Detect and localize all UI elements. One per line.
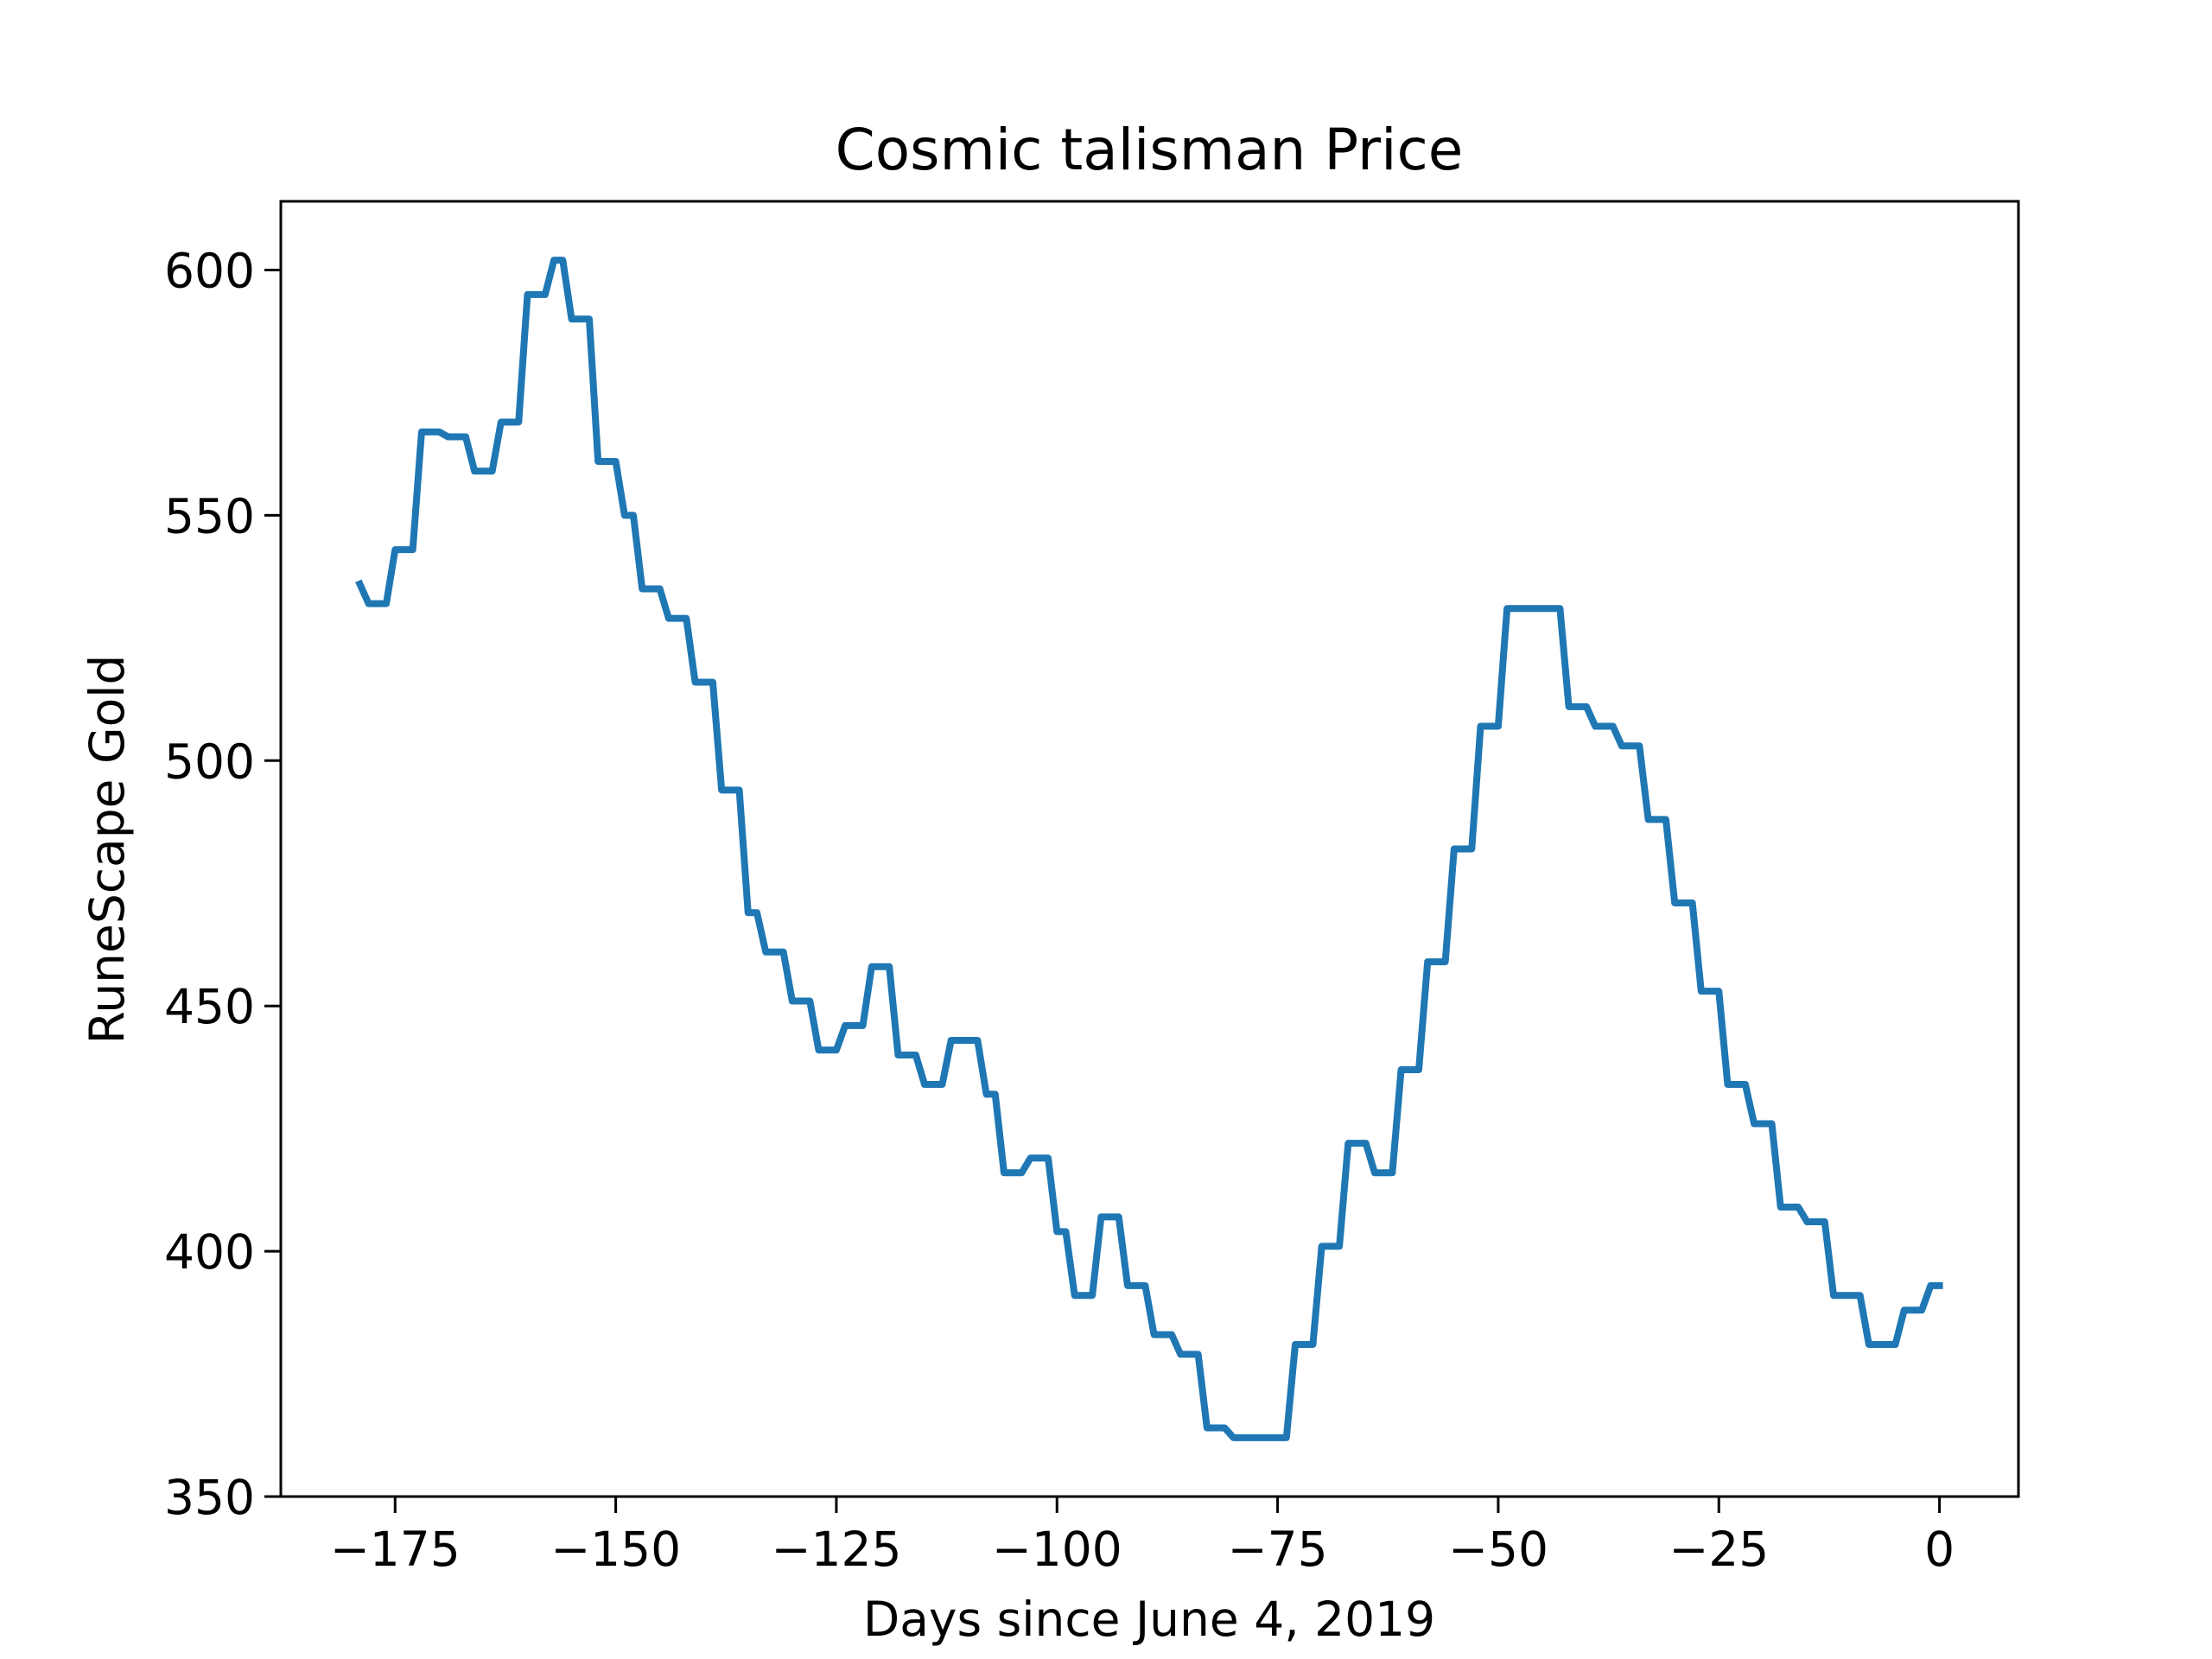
- y-tick-label: 450: [164, 979, 255, 1034]
- x-tick-label: −75: [1228, 1522, 1328, 1577]
- y-tick-label: 600: [164, 243, 255, 298]
- price-line: [355, 257, 1943, 1441]
- y-tick-label: 350: [164, 1470, 255, 1525]
- chart-title: Cosmic talisman Price: [836, 117, 1464, 183]
- plot-frame: [279, 200, 2020, 1498]
- y-tick-label: 550: [164, 488, 255, 543]
- y-tick-label: 400: [164, 1224, 255, 1280]
- x-tick-label: −100: [992, 1522, 1122, 1577]
- x-tick-label: −25: [1669, 1522, 1769, 1577]
- x-tick-label: −150: [550, 1522, 681, 1577]
- x-tick-label: −175: [330, 1522, 461, 1577]
- x-tick-label: −50: [1448, 1522, 1548, 1577]
- y-tick-label: 500: [164, 734, 255, 789]
- x-axis-label: Days since June 4, 2019: [863, 1592, 1435, 1647]
- y-axis-label: RuneScape Gold: [79, 655, 135, 1045]
- x-tick-label: 0: [1924, 1522, 1955, 1577]
- x-tick-label: −125: [771, 1522, 901, 1577]
